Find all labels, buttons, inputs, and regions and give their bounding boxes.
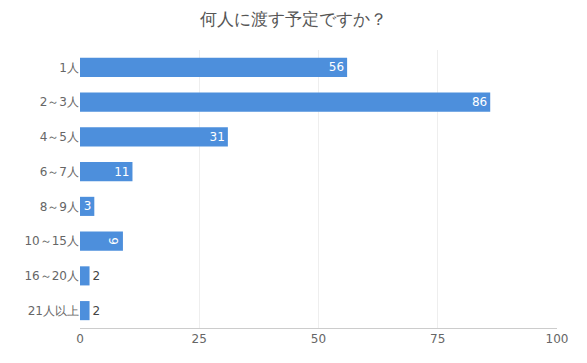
svg-text:16～20人: 16～20人 [24,269,79,283]
svg-text:何人に渡す予定ですか？: 何人に渡す予定ですか？ [200,9,387,29]
svg-text:9: 9 [106,237,120,245]
svg-text:75: 75 [430,332,445,346]
svg-text:31: 31 [210,130,225,144]
svg-text:3: 3 [84,199,92,213]
svg-text:2: 2 [93,304,101,318]
svg-text:86: 86 [472,95,487,109]
svg-text:25: 25 [192,332,207,346]
svg-text:11: 11 [114,165,129,179]
svg-text:8～9人: 8～9人 [40,200,79,214]
svg-text:2: 2 [93,269,101,283]
svg-text:1人: 1人 [59,61,79,75]
svg-text:4～5人: 4～5人 [40,130,79,144]
svg-text:2～3人: 2～3人 [40,95,79,109]
svg-text:21人以上: 21人以上 [28,304,79,318]
svg-text:56: 56 [329,60,344,74]
svg-text:10～15人: 10～15人 [24,234,79,248]
svg-text:0: 0 [76,332,84,346]
svg-text:6～7人: 6～7人 [40,165,79,179]
svg-text:50: 50 [311,332,326,346]
svg-text:100: 100 [546,332,569,346]
